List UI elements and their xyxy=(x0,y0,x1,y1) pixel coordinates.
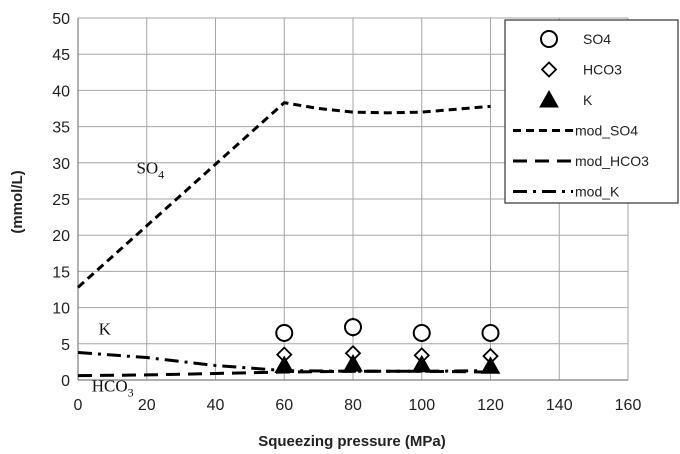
line-mod-so4 xyxy=(76,101,491,289)
y-tick-label: 5 xyxy=(61,337,70,354)
point-so4 xyxy=(412,323,431,342)
y-tick-label: 35 xyxy=(52,120,70,137)
point-so4 xyxy=(481,323,500,342)
point-k xyxy=(480,356,501,374)
annotation-so4: SO4 xyxy=(136,159,164,182)
y-tick-label: 40 xyxy=(52,83,70,100)
legend-label-mod-hco3: mod_HCO3 xyxy=(575,153,649,169)
y-tick-label: 50 xyxy=(52,11,70,28)
curve-annotations: SO4 K HCO3 xyxy=(92,159,164,400)
y-axis-title: (mmol/L) xyxy=(9,170,26,233)
x-tick-label: 60 xyxy=(275,397,293,414)
x-tick-label: 80 xyxy=(344,397,362,414)
annotation-hco3: HCO3 xyxy=(92,377,134,400)
x-axis-title: Squeezing pressure (MPa) xyxy=(258,433,446,450)
y-tick-label: 30 xyxy=(52,156,70,173)
annotation-k: K xyxy=(99,319,112,338)
y-tick-label: 10 xyxy=(52,301,70,318)
x-tick-label: 20 xyxy=(138,397,156,414)
x-tick-label: 160 xyxy=(615,397,642,414)
legend-label-so4: SO4 xyxy=(583,31,611,47)
point-so4 xyxy=(344,318,362,337)
y-tick-label: 20 xyxy=(52,228,70,245)
legend-swatch-k xyxy=(539,89,559,108)
legend-swatch-so4 xyxy=(540,30,558,48)
y-tick-label: 0 xyxy=(61,373,70,390)
point-k xyxy=(343,354,363,372)
legend-label-k: K xyxy=(583,92,593,108)
legend-label-mod-so4: mod_SO4 xyxy=(575,123,638,139)
y-tick-label: 45 xyxy=(52,47,70,64)
x-tick-label: 40 xyxy=(207,397,225,414)
legend-box xyxy=(504,19,679,204)
x-tick-label: 0 xyxy=(74,397,83,414)
x-tick-label: 120 xyxy=(477,397,504,414)
y-tick-label: 15 xyxy=(52,264,70,281)
legend-swatch-hco3 xyxy=(540,61,558,78)
point-k xyxy=(411,354,432,373)
y-axis-ticks: 0 5 10 15 20 25 30 35 40 45 50 xyxy=(52,11,70,390)
legend-label-hco3: HCO3 xyxy=(583,62,622,78)
point-k xyxy=(274,355,295,374)
point-so4 xyxy=(275,323,294,342)
x-tick-label: 100 xyxy=(408,397,435,414)
data-points xyxy=(274,317,501,374)
y-tick-label: 25 xyxy=(52,192,70,209)
x-axis-ticks: 0 20 40 60 80 100 120 140 160 xyxy=(74,397,642,414)
x-tick-label: 140 xyxy=(546,397,573,414)
legend-label-mod-k: mod_K xyxy=(575,184,620,200)
